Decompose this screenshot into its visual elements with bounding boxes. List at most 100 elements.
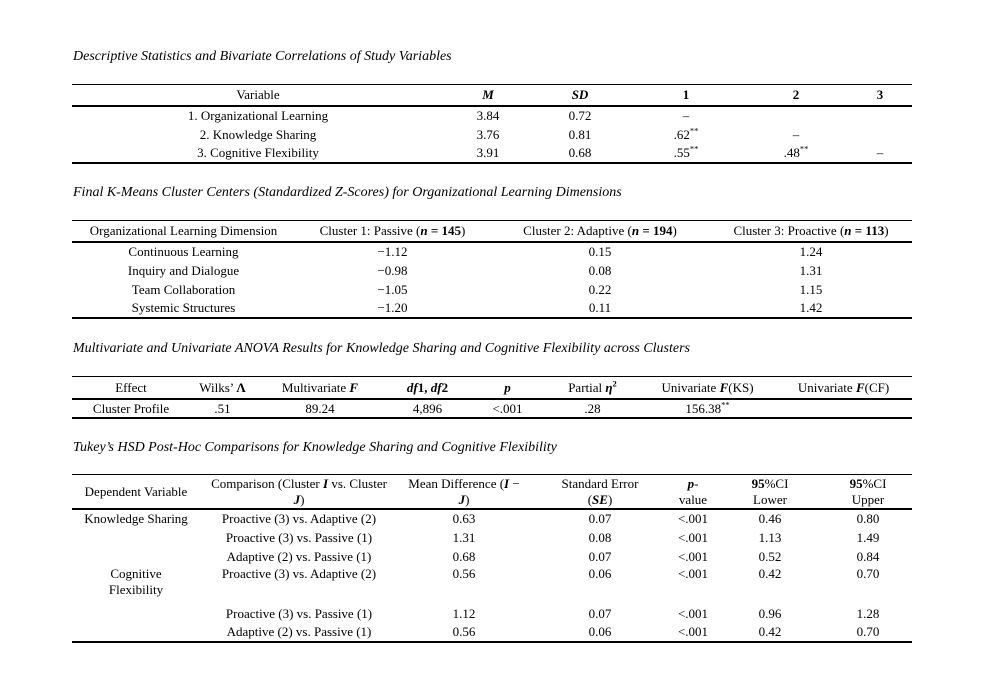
- col-header-p: p: [470, 376, 545, 400]
- table-row: Cognitive Flexibility Proactive (3) vs. A…: [72, 566, 912, 604]
- cell-ci-lower: 0.96: [758, 605, 782, 621]
- table-row: Systemic Structures −1.20 0.11 1.42: [72, 299, 912, 318]
- col-header-cluster3: Cluster 3: Proactive (n = 113): [710, 220, 912, 243]
- cell-corr1: .55**: [673, 144, 699, 160]
- cell-mean-difference: 1.31: [452, 529, 476, 545]
- cell-ci-lower: 0.46: [758, 511, 782, 526]
- col-header-dependent-variable: Dependent Variable: [72, 474, 200, 510]
- cell-mean-difference: 0.68: [452, 548, 476, 564]
- cell-ci-upper: 0.70: [856, 624, 880, 639]
- cell-variable: 2. Knowledge Sharing: [199, 126, 317, 142]
- table-row: Adaptive (2) vs. Passive (1) 0.56 0.06 <…: [72, 623, 912, 642]
- cell-variable: 3. Cognitive Flexibility: [197, 145, 319, 160]
- cell-comparison: Proactive (3) vs. Passive (1): [225, 605, 373, 621]
- cell-mean-difference: 0.56: [452, 624, 476, 639]
- cell-standard-error: 0.07: [588, 548, 612, 564]
- table-row: 1. Organizational Learning 3.84 0.72 –: [72, 106, 912, 125]
- cell-cluster3: 1.15: [799, 281, 823, 297]
- cell-standard-error: 0.06: [588, 624, 612, 639]
- cell-cluster1: −1.05: [377, 281, 408, 297]
- cell-corr3: [848, 106, 912, 125]
- descriptives-table: Variable M SD 1 2 3 1. Organizational Le…: [72, 84, 912, 164]
- cell-ci-lower: 0.52: [758, 548, 782, 564]
- cell-dependent-variable: [72, 528, 200, 547]
- col-header-mean: M: [444, 84, 532, 107]
- col-header-comparison: Comparison (Cluster I vs. Cluster J): [200, 474, 398, 510]
- cell-dependent-variable: Cognitive Flexibility: [108, 566, 164, 597]
- cell-corr2: –: [792, 126, 800, 142]
- col-header-dimension: Organizational Learning Dimension: [72, 220, 295, 243]
- cell-dimension: Inquiry and Dialogue: [127, 262, 240, 278]
- cell-cluster2: 0.08: [588, 262, 612, 278]
- cell-ci-lower: 0.42: [758, 624, 782, 639]
- col-header-wilks-lambda: Wilks’ Λ: [190, 376, 255, 400]
- table3-title: Multivariate and Univariate ANOVA Result…: [73, 341, 690, 356]
- table-row: 2. Knowledge Sharing 3.76 0.81 .62** –: [72, 125, 912, 144]
- cell-mean: 3.76: [476, 126, 500, 142]
- cell-standard-error: 0.08: [588, 529, 612, 545]
- col-header-cluster2: Cluster 2: Adaptive (n = 194): [490, 220, 710, 243]
- cell-wilks: .51: [214, 400, 231, 416]
- cell-sd: 0.72: [568, 108, 592, 123]
- cell-ci-upper: 1.49: [856, 529, 880, 545]
- table-row: Team Collaboration −1.05 0.22 1.15: [72, 280, 912, 299]
- cell-standard-error: 0.06: [588, 566, 612, 581]
- cell-comparison: Proactive (3) vs. Adaptive (2): [221, 566, 377, 581]
- cell-cluster1: −1.12: [377, 244, 408, 259]
- table-row: 3. Cognitive Flexibility 3.91 0.68 .55**…: [72, 144, 912, 163]
- cell-p-value: <.001: [677, 529, 709, 545]
- cell-comparison: Adaptive (2) vs. Passive (1): [226, 624, 372, 639]
- cell-comparison: Adaptive (2) vs. Passive (1): [226, 548, 372, 564]
- cell-p-value: <.001: [677, 566, 709, 581]
- cell-mean: 3.84: [476, 108, 500, 123]
- col-header-effect: Effect: [72, 376, 190, 400]
- col-header-partial-eta: Partial η2: [545, 376, 640, 400]
- cell-ci-upper: 0.84: [856, 548, 880, 564]
- col-header-univariate-f-ks: Univariate F(KS): [640, 376, 775, 400]
- table1-title: Descriptive Statistics and Bivariate Cor…: [73, 49, 452, 64]
- cell-corr1: –: [682, 108, 690, 123]
- cell-cluster2: 0.22: [588, 281, 612, 297]
- cell-mean-difference: 0.63: [452, 511, 476, 526]
- table-row: Proactive (3) vs. Passive (1) 1.31 0.08 …: [72, 528, 912, 547]
- anova-table: Effect Wilks’ Λ Multivariate F df1, df2 …: [72, 376, 912, 419]
- col-header-mean-difference: Mean Difference (I − J): [398, 474, 530, 510]
- table-row: Proactive (3) vs. Passive (1) 1.12 0.07 …: [72, 604, 912, 623]
- cell-comparison: Proactive (3) vs. Adaptive (2): [221, 511, 377, 526]
- cell-cluster3: 1.31: [799, 262, 823, 278]
- col-header-3: 3: [848, 84, 912, 107]
- cell-corr3: [848, 125, 912, 144]
- cell-df: 4,896: [412, 400, 443, 416]
- col-header-standard-error: Standard Error (SE): [530, 474, 670, 510]
- cell-p-value: <.001: [677, 605, 709, 621]
- cell-p-value: <.001: [677, 548, 709, 564]
- cell-cluster1: −0.98: [377, 262, 408, 278]
- cell-standard-error: 0.07: [588, 511, 612, 526]
- cell-dimension: Continuous Learning: [128, 244, 239, 259]
- cell-corr2: [744, 106, 848, 125]
- cell-p-value: <.001: [677, 511, 709, 526]
- cell-sd: 0.68: [568, 145, 592, 160]
- cell-cluster1: −1.20: [377, 300, 408, 315]
- col-header-cluster1: Cluster 1: Passive (n = 145): [295, 220, 490, 243]
- table-row: Adaptive (2) vs. Passive (1) 0.68 0.07 <…: [72, 547, 912, 566]
- cell-sd: 0.81: [568, 126, 592, 142]
- cell-f-ks: 156.38**: [685, 399, 730, 416]
- cell-ci-upper: 1.28: [856, 605, 880, 621]
- table-row: Knowledge Sharing Proactive (3) vs. Adap…: [72, 509, 912, 528]
- cell-cluster3: 1.42: [799, 300, 823, 315]
- cell-ci-upper: 0.70: [856, 566, 880, 581]
- cell-ci-lower: 0.42: [758, 566, 782, 581]
- col-header-ci-upper: 95%CI Upper: [824, 474, 912, 510]
- cell-p: <.001: [492, 400, 523, 416]
- table-header-row: Effect Wilks’ Λ Multivariate F df1, df2 …: [72, 376, 912, 400]
- cell-ci-lower: 1.13: [758, 529, 782, 545]
- cell-dependent-variable: Knowledge Sharing: [84, 511, 188, 526]
- cell-effect: Cluster Profile: [92, 400, 170, 416]
- cell-dependent-variable: [72, 623, 200, 642]
- table-header-row: Dependent Variable Comparison (Cluster I…: [72, 474, 912, 510]
- cell-dependent-variable: [72, 604, 200, 623]
- cell-ci-upper: 0.80: [856, 511, 880, 526]
- cell-corr1: .62**: [673, 125, 699, 142]
